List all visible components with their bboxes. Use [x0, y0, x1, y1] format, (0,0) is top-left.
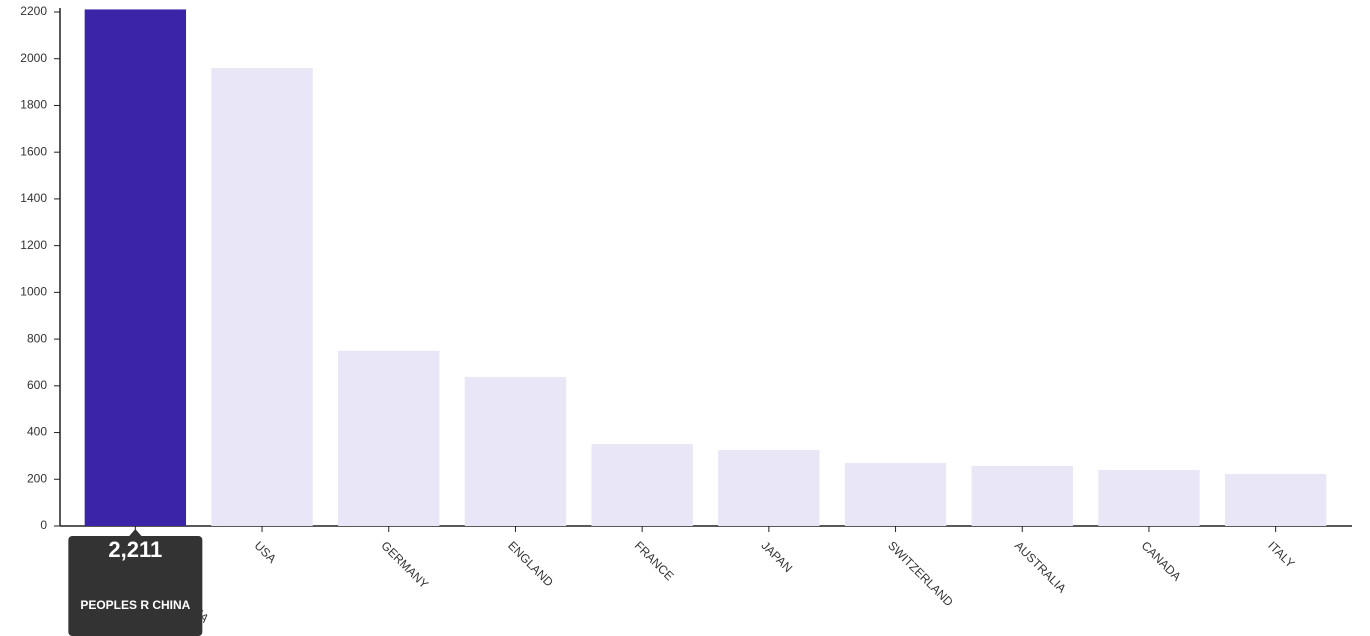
- y-tick-label: 1400: [20, 191, 47, 205]
- x-tick-label: JAPAN: [758, 538, 795, 575]
- x-tick-label: GERMANY: [378, 538, 431, 591]
- y-tick-label: 600: [27, 378, 47, 392]
- bar: [591, 443, 693, 526]
- bar: [338, 350, 440, 526]
- y-tick-label: 2200: [20, 4, 47, 18]
- y-tick-label: 1800: [20, 98, 47, 112]
- tooltip-label: PEOPLES R CHINA: [80, 598, 190, 612]
- tooltip-pointer: [128, 529, 143, 537]
- y-tick-label: 800: [27, 331, 47, 345]
- x-tick-label: CANADA: [1139, 538, 1184, 583]
- x-tick-label: ENGLAND: [505, 538, 556, 589]
- bar: [464, 376, 567, 526]
- y-tick-label: 2000: [20, 51, 47, 65]
- y-tick-label: 1200: [20, 238, 47, 252]
- y-tick-label: 200: [27, 471, 47, 485]
- y-tick-label: 0: [40, 518, 47, 532]
- bar: [1098, 469, 1200, 526]
- y-tick-label: 1600: [20, 144, 47, 158]
- bar: [844, 462, 947, 526]
- y-tick-label: 1000: [20, 285, 47, 299]
- bar: [84, 9, 187, 527]
- x-tick-label: AUSTRALIA: [1012, 538, 1069, 595]
- tooltip-box: [68, 536, 203, 636]
- bar: [971, 465, 1073, 526]
- bar: [211, 68, 313, 526]
- x-tick-label: SWITZERLAND: [885, 538, 956, 609]
- x-tick-label: FRANCE: [632, 538, 677, 583]
- y-tick-label: 400: [27, 425, 47, 439]
- tooltip-value: 2,211: [108, 537, 162, 562]
- bar: [1224, 473, 1327, 526]
- x-tick-label: ITALY: [1265, 538, 1297, 570]
- x-tick-label: USA: [252, 538, 279, 565]
- bar: [718, 450, 820, 526]
